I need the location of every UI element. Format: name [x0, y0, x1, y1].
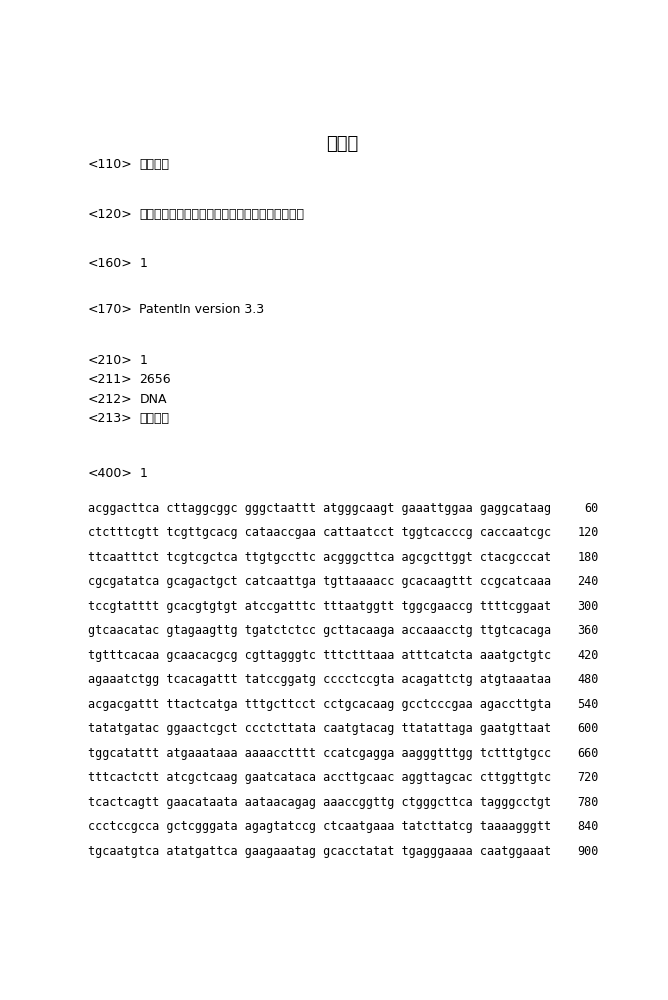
Text: 1: 1: [140, 354, 147, 367]
Text: cgcgatatca gcagactgct catcaattga tgttaaaacc gcacaagttt ccgcatcaaa: cgcgatatca gcagactgct catcaattga tgttaaa…: [88, 575, 551, 588]
Text: 江南大学: 江南大学: [140, 158, 170, 172]
Text: 300: 300: [577, 600, 599, 613]
Text: 480: 480: [577, 673, 599, 686]
Text: <160>: <160>: [88, 257, 132, 270]
Text: 420: 420: [577, 649, 599, 662]
Text: gtcaacatac gtagaagttg tgatctctcc gcttacaaga accaaacctg ttgtcacaga: gtcaacatac gtagaagttg tgatctctcc gcttaca…: [88, 624, 551, 637]
Text: 180: 180: [577, 551, 599, 564]
Text: 240: 240: [577, 575, 599, 588]
Text: 1: 1: [140, 467, 147, 480]
Text: 780: 780: [577, 796, 599, 809]
Text: ctctttcgtt tcgttgcacg cataaccgaa cattaatcct tggtcacccg caccaatcgc: ctctttcgtt tcgttgcacg cataaccgaa cattaat…: [88, 526, 551, 539]
Text: 900: 900: [577, 845, 599, 858]
Text: DNA: DNA: [140, 393, 167, 406]
Text: <213>: <213>: [88, 412, 132, 425]
Text: 120: 120: [577, 526, 599, 539]
Text: tgtttcacaa gcaacacgcg cgttagggtc tttctttaaa atttcatcta aaatgctgtc: tgtttcacaa gcaacacgcg cgttagggtc tttcttt…: [88, 649, 551, 662]
Text: acggacttca cttaggcggc gggctaattt atgggcaagt gaaattggaa gaggcataag: acggacttca cttaggcggc gggctaattt atgggca…: [88, 502, 551, 515]
Text: tatatgatac ggaactcgct ccctcttata caatgtacag ttatattaga gaatgttaat: tatatgatac ggaactcgct ccctcttata caatgta…: [88, 722, 551, 735]
Text: 人工合成: 人工合成: [140, 412, 170, 425]
Text: <211>: <211>: [88, 373, 132, 386]
Text: tcactcagtt gaacataata aataacagag aaaccggttg ctgggcttca tagggcctgt: tcactcagtt gaacataata aataacagag aaaccgg…: [88, 796, 551, 809]
Text: 60: 60: [584, 502, 599, 515]
Text: <210>: <210>: [88, 354, 132, 367]
Text: 2656: 2656: [140, 373, 171, 386]
Text: <110>: <110>: [88, 158, 132, 172]
Text: tggcatattt atgaaataaa aaaacctttt ccatcgagga aagggtttgg tctttgtgcc: tggcatattt atgaaataaa aaaacctttt ccatcga…: [88, 747, 551, 760]
Text: tccgtatttt gcacgtgtgt atccgatttc tttaatggtt tggcgaaccg ttttcggaat: tccgtatttt gcacgtgtgt atccgatttc tttaatg…: [88, 600, 551, 613]
Text: 一种高效合成乙酰氨基葡萄糖的重组枯草芽孢杆菌: 一种高效合成乙酰氨基葡萄糖的重组枯草芽孢杆菌: [140, 208, 305, 221]
Text: 720: 720: [577, 771, 599, 784]
Text: 600: 600: [577, 722, 599, 735]
Text: 1: 1: [140, 257, 147, 270]
Text: 540: 540: [577, 698, 599, 711]
Text: <170>: <170>: [88, 303, 132, 316]
Text: tttcactctt atcgctcaag gaatcataca accttgcaac aggttagcac cttggttgtc: tttcactctt atcgctcaag gaatcataca accttgc…: [88, 771, 551, 784]
Text: ttcaatttct tcgtcgctca ttgtgccttc acgggcttca agcgcttggt ctacgcccat: ttcaatttct tcgtcgctca ttgtgccttc acgggct…: [88, 551, 551, 564]
Text: ccctccgcca gctcgggata agagtatccg ctcaatgaaa tatcttatcg taaaagggtt: ccctccgcca gctcgggata agagtatccg ctcaatg…: [88, 820, 551, 833]
Text: <400>: <400>: [88, 467, 132, 480]
Text: 序列表: 序列表: [326, 135, 359, 153]
Text: 840: 840: [577, 820, 599, 833]
Text: <120>: <120>: [88, 208, 132, 221]
Text: PatentIn version 3.3: PatentIn version 3.3: [140, 303, 265, 316]
Text: agaaatctgg tcacagattt tatccggatg cccctccgta acagattctg atgtaaataa: agaaatctgg tcacagattt tatccggatg cccctcc…: [88, 673, 551, 686]
Text: 360: 360: [577, 624, 599, 637]
Text: acgacgattt ttactcatga tttgcttcct cctgcacaag gcctcccgaa agaccttgta: acgacgattt ttactcatga tttgcttcct cctgcac…: [88, 698, 551, 711]
Text: 660: 660: [577, 747, 599, 760]
Text: tgcaatgtca atatgattca gaagaaatag gcacctatat tgagggaaaa caatggaaat: tgcaatgtca atatgattca gaagaaatag gcaccta…: [88, 845, 551, 858]
Text: <212>: <212>: [88, 393, 132, 406]
